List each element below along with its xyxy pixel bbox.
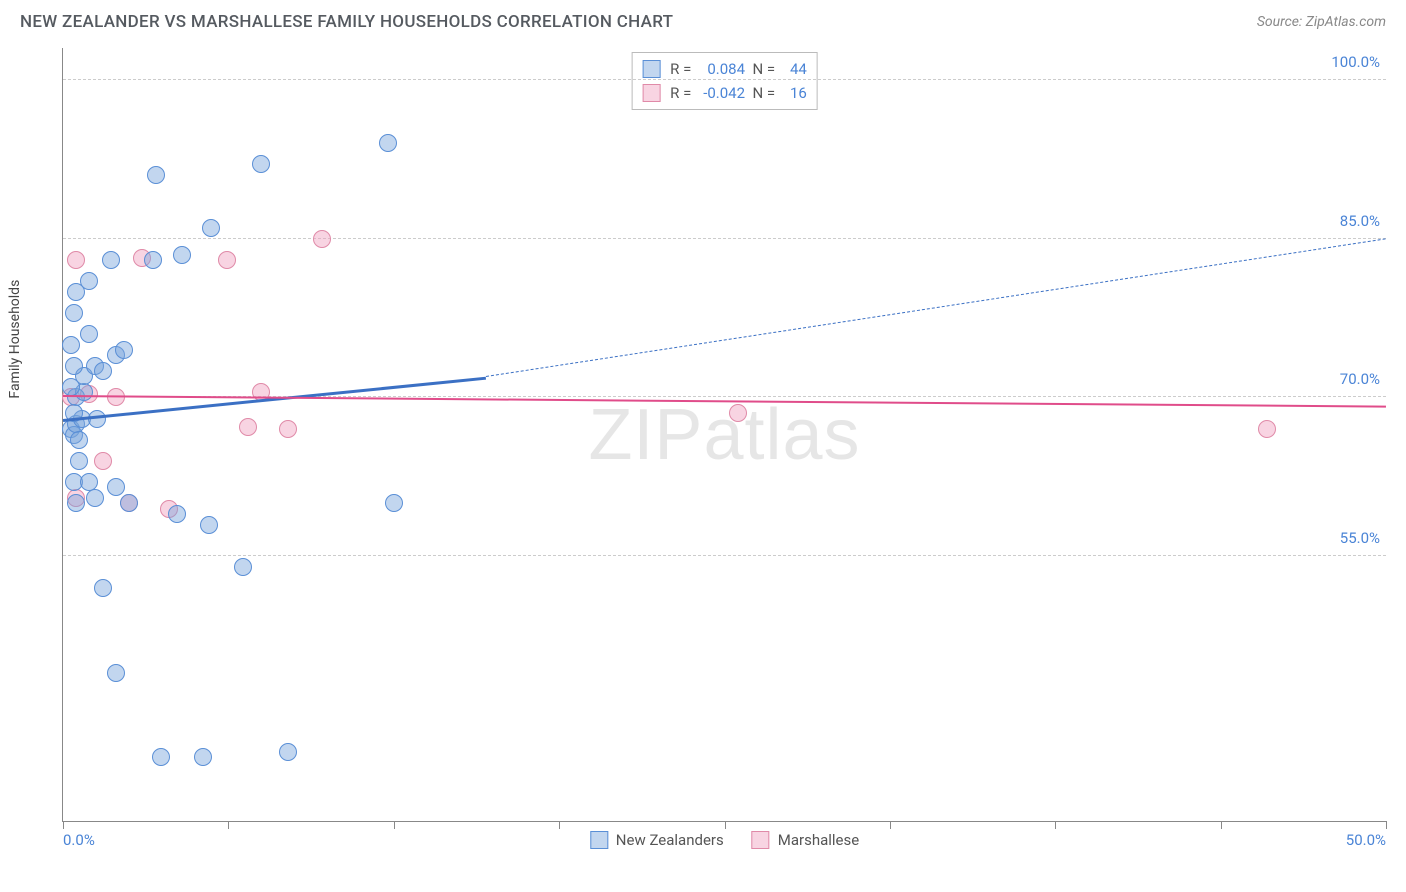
point-series1	[234, 558, 252, 576]
source-label: Source: ZipAtlas.com	[1257, 14, 1386, 30]
y-tick-label: 55.0%	[1340, 529, 1380, 547]
point-series2	[279, 420, 297, 438]
point-series1	[147, 166, 165, 184]
gridline	[63, 555, 1386, 556]
stats-row-2: R = -0.042 N = 16	[642, 81, 807, 105]
stat-n1: 44	[779, 57, 807, 81]
point-series1	[70, 452, 88, 470]
point-series1	[379, 134, 397, 152]
point-series1	[120, 494, 138, 512]
x-tick	[1386, 821, 1387, 829]
stat-r1: 0.084	[695, 57, 745, 81]
stats-row-1: R = 0.084 N = 44	[642, 57, 807, 81]
stat-r2: -0.042	[695, 81, 745, 105]
stat-r-label2: R = -0.042 N = 16	[670, 81, 807, 105]
x-tick	[1055, 821, 1056, 829]
plot-area: ZIPatlas R = 0.084 N = 44 R = -0.042 N =…	[62, 48, 1386, 822]
legend-item-2: Marshallese	[752, 831, 859, 849]
point-series1	[107, 664, 125, 682]
legend-label-2: Marshallese	[778, 831, 859, 849]
point-series1	[115, 341, 133, 359]
legend-item-1: New Zealanders	[590, 831, 724, 849]
y-tick-label: 85.0%	[1340, 212, 1380, 230]
point-series1	[86, 489, 104, 507]
point-series1	[70, 431, 88, 449]
swatch-series2	[642, 84, 660, 102]
x-tick-label: 50.0%	[1346, 831, 1386, 849]
point-series2	[67, 251, 85, 269]
legend-swatch-1	[590, 831, 608, 849]
point-series1	[102, 251, 120, 269]
point-series2	[729, 404, 747, 422]
legend-swatch-2	[752, 831, 770, 849]
point-series1	[67, 494, 85, 512]
legend-label-1: New Zealanders	[616, 831, 724, 849]
point-series1	[200, 516, 218, 534]
point-series1	[80, 272, 98, 290]
x-tick	[725, 821, 726, 829]
y-tick-label: 100.0%	[1331, 53, 1380, 71]
trend-line-1-dashed	[486, 239, 1386, 378]
point-series1	[194, 748, 212, 766]
stats-legend: R = 0.084 N = 44 R = -0.042 N = 16	[631, 52, 818, 110]
x-tick	[228, 821, 229, 829]
x-tick	[559, 821, 560, 829]
point-series2	[218, 251, 236, 269]
series-legend: New Zealanders Marshallese	[590, 831, 859, 849]
point-series2	[239, 418, 257, 436]
point-series1	[168, 505, 186, 523]
x-tick-label: 0.0%	[63, 831, 95, 849]
point-series2	[313, 230, 331, 248]
point-series1	[94, 362, 112, 380]
x-tick	[394, 821, 395, 829]
stat-n2: 16	[779, 81, 807, 105]
point-series1	[144, 251, 162, 269]
point-series1	[202, 219, 220, 237]
chart-title: NEW ZEALANDER VS MARSHALLESE FAMILY HOUS…	[20, 12, 673, 32]
point-series1	[94, 579, 112, 597]
point-series1	[173, 246, 191, 264]
point-series1	[65, 304, 83, 322]
x-tick	[1221, 821, 1222, 829]
y-axis-label: Family Households	[7, 280, 23, 399]
swatch-series1	[642, 60, 660, 78]
x-tick	[890, 821, 891, 829]
chart-container: Family Households ZIPatlas R = 0.084 N =…	[20, 48, 1386, 852]
point-series1	[252, 155, 270, 173]
gridline	[63, 238, 1386, 239]
point-series1	[152, 748, 170, 766]
point-series1	[80, 325, 98, 343]
gridline	[63, 79, 1386, 80]
point-series1	[65, 357, 83, 375]
stat-r-label: R = 0.084 N = 44	[670, 57, 807, 81]
point-series2	[94, 452, 112, 470]
point-series1	[385, 494, 403, 512]
point-series1	[62, 336, 80, 354]
point-series1	[279, 743, 297, 761]
point-series1	[107, 478, 125, 496]
watermark: ZIPatlas	[588, 394, 860, 476]
x-tick	[63, 821, 64, 829]
y-tick-label: 70.0%	[1340, 370, 1380, 388]
point-series2	[1258, 420, 1276, 438]
